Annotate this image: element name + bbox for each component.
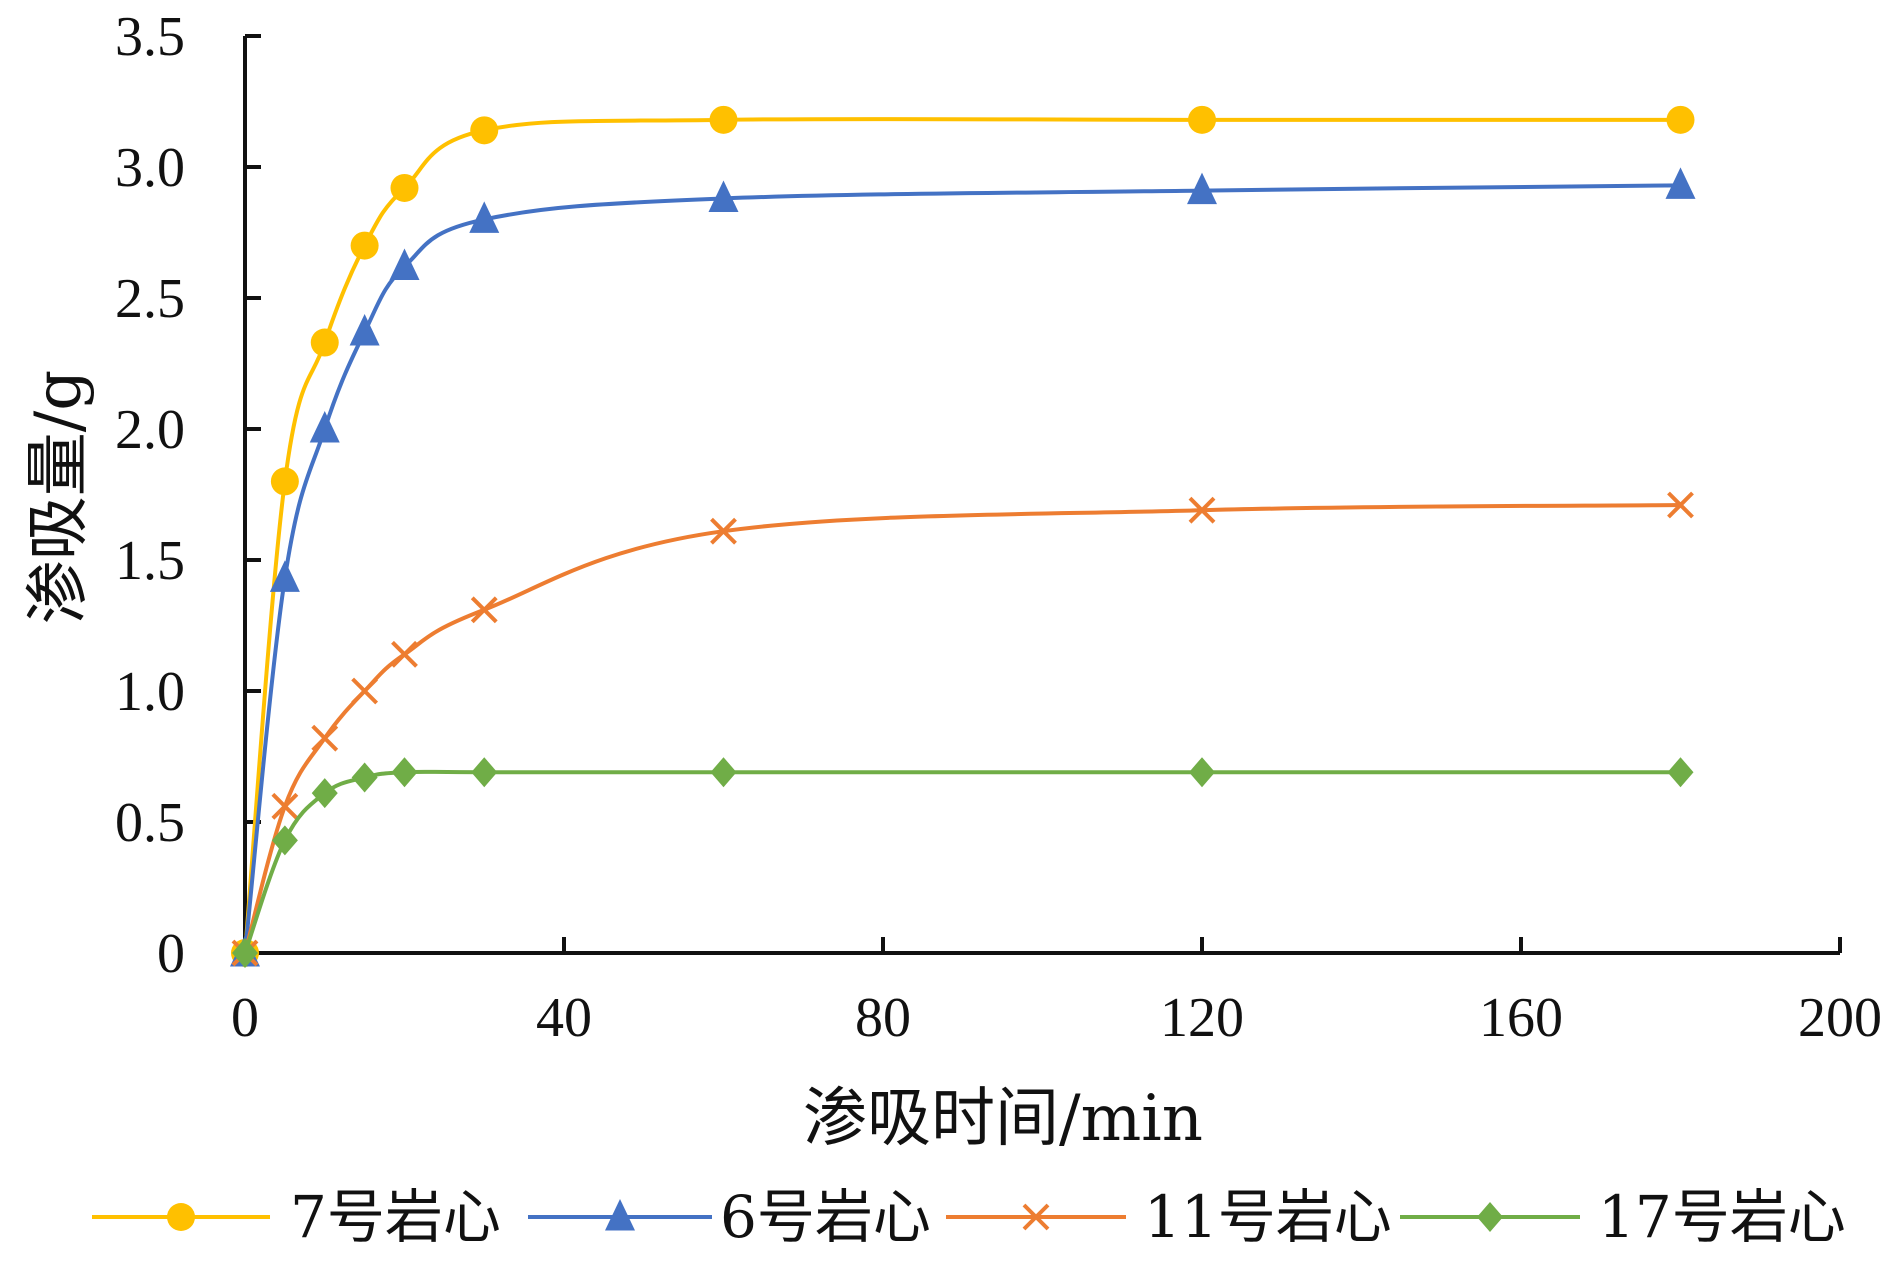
legend: 7号岩心 6号岩心 11号岩心 17号岩心 — [92, 1183, 1846, 1251]
legend-marker — [605, 1199, 635, 1231]
data-point — [471, 757, 498, 788]
y-tick-label: 2.0 — [115, 399, 185, 461]
data-point — [232, 938, 258, 968]
data-point — [350, 231, 379, 260]
x-tick-label: 0 — [231, 987, 259, 1049]
data-point — [311, 724, 339, 752]
series-line — [243, 769, 1681, 954]
data-point — [349, 314, 380, 346]
data-point — [389, 248, 420, 281]
y-tick-label: 2.5 — [115, 268, 185, 330]
series-layer — [230, 105, 1696, 968]
axes: 0 0.5 1.0 1.5 2.0 2.5 3.0 3.5 0 40 80 120 160 200 — [115, 6, 1882, 1049]
legend-marker — [1477, 1202, 1503, 1232]
y-tick-label: 1.0 — [115, 661, 185, 723]
data-point — [271, 792, 299, 820]
data-point — [1187, 172, 1217, 205]
series-line — [243, 502, 1681, 954]
legend-marker — [1022, 1203, 1050, 1231]
legend-marker — [167, 1203, 195, 1231]
x-tick-label: 40 — [536, 987, 592, 1049]
x-axis-label: 渗吸时间/min — [803, 1082, 1203, 1156]
data-point — [270, 467, 299, 496]
data-point — [469, 201, 500, 233]
x-tick-label: 160 — [1479, 987, 1563, 1049]
y-axis-label: 渗吸量/g — [22, 370, 96, 625]
data-point — [1188, 496, 1216, 524]
data-point — [351, 677, 379, 705]
data-point — [309, 411, 340, 443]
data-point — [709, 105, 738, 134]
data-point — [1189, 757, 1215, 788]
series-2 — [230, 167, 1696, 967]
x-tick-label: 120 — [1160, 987, 1244, 1049]
data-point — [1666, 105, 1695, 134]
data-point — [310, 328, 339, 357]
series-line — [243, 183, 1681, 954]
data-point — [710, 517, 737, 545]
series-4 — [232, 757, 1694, 968]
x-tick-label: 80 — [855, 987, 911, 1049]
data-point — [391, 640, 418, 668]
series-1 — [231, 105, 1695, 967]
legend-label: 11号岩心 — [1144, 1183, 1392, 1251]
data-point — [391, 757, 418, 788]
data-point — [470, 116, 499, 145]
legend-item: 17号岩心 — [1400, 1183, 1846, 1251]
data-point — [1667, 491, 1694, 519]
x-tick-label: 200 — [1798, 987, 1882, 1049]
data-point — [271, 825, 298, 856]
data-point — [311, 778, 338, 809]
y-tick-label: 1.5 — [115, 530, 185, 592]
y-tick-label: 3.5 — [115, 6, 185, 68]
y-tick-label: 3.0 — [115, 137, 185, 199]
data-point — [390, 173, 419, 202]
series-line — [243, 117, 1681, 954]
data-point — [269, 560, 300, 592]
legend-label: 7号岩心 — [290, 1183, 501, 1251]
data-point — [351, 762, 378, 793]
data-point — [470, 596, 498, 624]
data-point — [708, 180, 739, 212]
legend-item: 7号岩心 — [92, 1183, 501, 1251]
legend-label: 6号岩心 — [720, 1183, 931, 1251]
data-point — [1188, 105, 1216, 134]
series-3 — [231, 491, 1694, 967]
data-point — [1665, 167, 1696, 199]
legend-item: 11号岩心 — [946, 1183, 1392, 1251]
data-point — [1667, 757, 1694, 788]
legend-label: 17号岩心 — [1598, 1183, 1846, 1251]
data-point — [710, 757, 737, 788]
y-tick-label: 0.5 — [115, 792, 185, 854]
legend-item: 6号岩心 — [528, 1183, 931, 1251]
y-tick-label: 0 — [157, 923, 185, 985]
